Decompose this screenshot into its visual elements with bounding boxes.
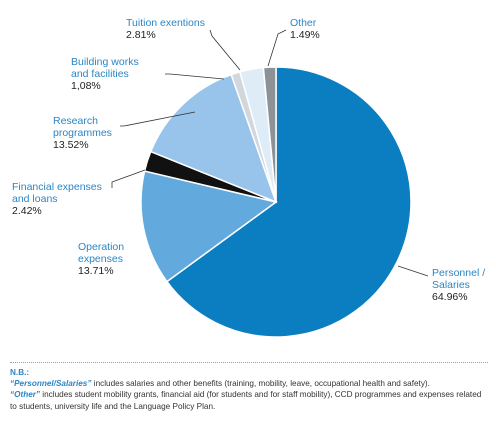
notes-header: N.B.: xyxy=(10,368,30,377)
leader-line xyxy=(111,169,146,188)
note-other: “Other” includes student mobility grants… xyxy=(10,389,488,411)
slice-label: Operation expenses 13.71% xyxy=(78,241,124,277)
slice-label: Personnel / Salaries 64.96% xyxy=(432,267,485,303)
pie-slice-personnel-salaries xyxy=(165,66,412,338)
slice-value: 1.49% xyxy=(290,29,320,41)
footnotes: N.B.: “Personnel/Salaries” includes sala… xyxy=(10,362,488,412)
leader-line xyxy=(165,73,225,80)
leader-line xyxy=(120,111,196,127)
pie-chart: Personnel / Salaries 64.96% Operation expens… xyxy=(12,17,485,338)
leader-line xyxy=(267,29,287,67)
pie-slice-operation-expenses xyxy=(140,170,278,283)
slice-value: 2.42% xyxy=(12,205,42,217)
note-personnel-term: “Personnel/Salaries” xyxy=(10,379,92,389)
leader-line xyxy=(209,29,241,71)
slice-value: 2.81% xyxy=(126,29,156,41)
note-personnel: “Personnel/Salaries” includes salaries a… xyxy=(10,378,488,389)
slice-label: Other 1.49% xyxy=(290,17,320,41)
slice-label: Tuition exentions 2.81% xyxy=(126,17,205,41)
slice-label: Research programmes 13.52% xyxy=(53,115,112,151)
pie-slice-research-programmes xyxy=(149,73,278,204)
slice-value: 1,08% xyxy=(71,80,101,92)
pie-slice-other xyxy=(262,66,277,203)
slice-value: 13.52% xyxy=(53,139,89,151)
slice-label: Financial expenses and loans 2.42% xyxy=(12,181,102,217)
note-other-text: includes student mobility grants, financ… xyxy=(10,390,482,411)
note-other-term: “Other” xyxy=(10,390,41,400)
slice-value: 64.96% xyxy=(432,291,468,303)
slice-value: 13.71% xyxy=(78,265,114,277)
note-personnel-text: includes salaries and other benefits (tr… xyxy=(91,379,430,389)
leader-line xyxy=(397,265,429,277)
slice-label: Building works and facilities 1,08% xyxy=(71,56,139,92)
